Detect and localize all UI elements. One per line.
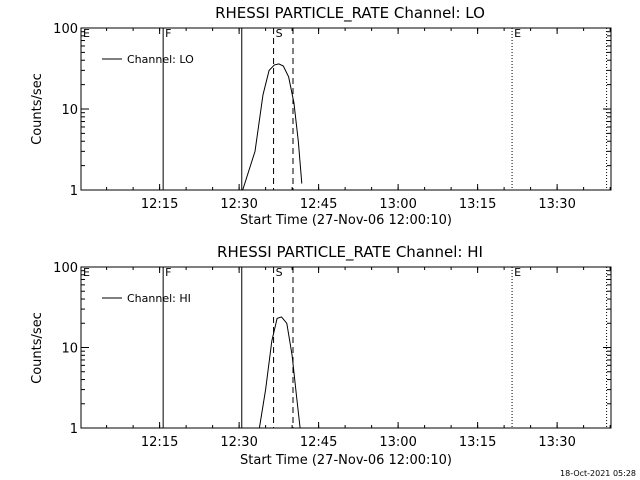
- x-tick-label: 12:45: [300, 435, 337, 450]
- time-marker-label: S: [276, 266, 283, 279]
- panel-lo-plot: 12:15 12:30 12:45 13:00 13:15 13:30 1 10 100 E F S E…: [53, 22, 612, 212]
- series-line: [242, 63, 303, 191]
- y-tick-label: 10: [61, 103, 78, 118]
- panel-hi-xlabel: Start Time (27-Nov-06 12:00:10): [240, 453, 452, 468]
- panel-lo: RHESSI PARTICLE_RATE Channel: LO 12:15 12…: [30, 4, 612, 228]
- x-tick-label: 13:15: [459, 435, 496, 450]
- x-tick-label: 13:00: [379, 197, 416, 212]
- x-tick-label: 12:30: [220, 197, 257, 212]
- time-marker-label: F: [165, 266, 171, 279]
- x-tick-label: 13:00: [379, 435, 416, 450]
- x-tick-label: 12:30: [220, 435, 257, 450]
- y-tick-label: 10: [61, 342, 78, 357]
- time-marker-label: E: [83, 266, 90, 279]
- y-tick-label: 1: [70, 422, 78, 437]
- x-tick-label: 13:30: [538, 197, 575, 212]
- x-tick-label: 12:15: [141, 197, 178, 212]
- time-marker-label: F: [165, 27, 171, 40]
- panel-lo-xlabel: Start Time (27-Nov-06 12:00:10): [240, 213, 452, 228]
- footer-timestamp: 18-Oct-2021 05:28: [560, 469, 636, 478]
- series-line: [258, 316, 301, 429]
- time-marker-label: E: [514, 27, 521, 40]
- panel-hi: RHESSI PARTICLE_RATE Channel: HI 12:15 12…: [30, 243, 612, 468]
- panel-lo-title: RHESSI PARTICLE_RATE Channel: LO: [215, 4, 485, 23]
- panel-hi-title: RHESSI PARTICLE_RATE Channel: HI: [217, 243, 483, 262]
- time-marker-label: S: [276, 27, 283, 40]
- panel-hi-ylabel: Counts/sec: [30, 312, 45, 384]
- time-marker-label: E: [83, 27, 90, 40]
- legend-label: Channel: LO: [127, 53, 194, 66]
- panel-lo-ylabel: Counts/sec: [30, 73, 45, 145]
- time-marker-label: E: [514, 266, 521, 279]
- y-tick-label: 100: [53, 261, 78, 276]
- x-tick-label: 13:15: [459, 197, 496, 212]
- panel-hi-plot: 12:15 12:30 12:45 13:00 13:15 13:30 1 10 100 E F S E…: [53, 261, 612, 450]
- x-tick-label: 12:15: [141, 435, 178, 450]
- y-tick-label: 100: [53, 22, 78, 37]
- legend-label: Channel: HI: [127, 292, 191, 305]
- x-tick-label: 13:30: [538, 435, 575, 450]
- y-tick-label: 1: [70, 184, 78, 199]
- x-tick-label: 12:45: [300, 197, 337, 212]
